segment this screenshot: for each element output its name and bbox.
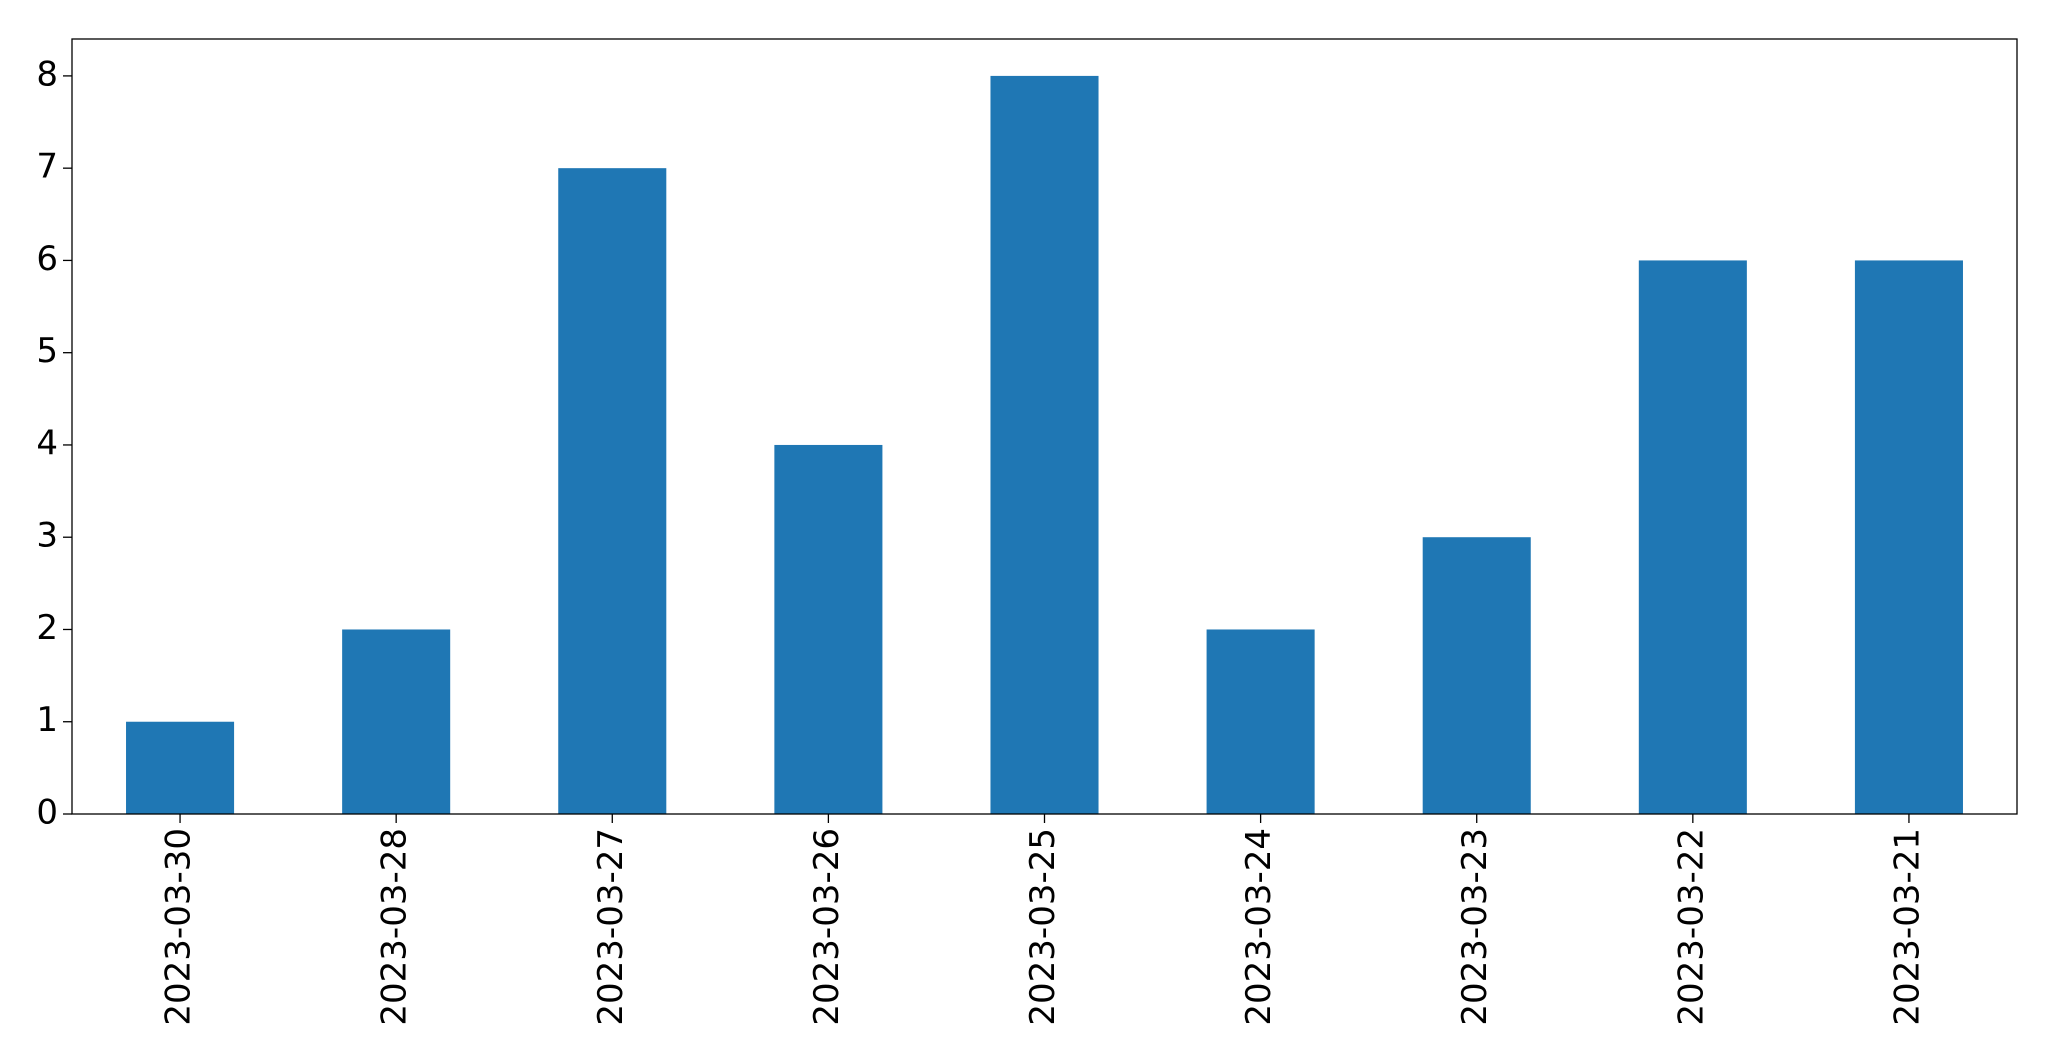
x-tick-label: 2023-03-28 <box>375 828 415 1026</box>
x-tick-label: 2023-03-30 <box>159 828 199 1026</box>
bar <box>342 629 451 814</box>
bar <box>1638 260 1747 814</box>
y-tick-label: 5 <box>36 331 58 371</box>
bar <box>1206 629 1315 814</box>
bar <box>1854 260 1963 814</box>
y-tick-label: 1 <box>36 700 58 740</box>
y-tick-label: 3 <box>36 516 58 556</box>
bar <box>558 168 667 814</box>
y-tick-label: 8 <box>36 54 58 94</box>
x-tick-label: 2023-03-21 <box>1887 828 1927 1026</box>
x-tick-label: 2023-03-22 <box>1671 828 1711 1026</box>
y-tick-label: 7 <box>36 147 58 187</box>
bar <box>774 444 883 814</box>
y-tick-label: 0 <box>36 793 58 833</box>
bar <box>126 721 235 814</box>
plot-frame <box>71 38 2018 815</box>
x-tick-label: 2023-03-23 <box>1455 828 1495 1026</box>
y-tick-label: 2 <box>36 608 58 648</box>
x-tick-label: 2023-03-26 <box>807 828 847 1026</box>
y-tick-label: 6 <box>36 239 58 279</box>
x-tick-label: 2023-03-25 <box>1023 828 1063 1026</box>
bar <box>1422 537 1531 814</box>
y-tick-label: 4 <box>36 423 58 463</box>
x-tick-label: 2023-03-27 <box>591 828 631 1026</box>
x-tick-label: 2023-03-24 <box>1239 828 1279 1026</box>
bar <box>990 75 1099 814</box>
